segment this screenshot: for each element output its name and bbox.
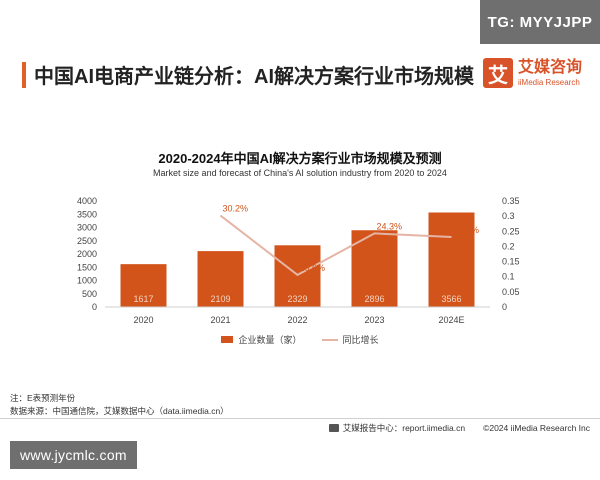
line-series: 30.2% 10.6% 24.3% 23.1% (219, 204, 480, 277)
brand-name-cn: 艾媒咨询 (517, 58, 582, 76)
bar-value-label: 2896 (364, 294, 384, 304)
legend-item-bars: 企业数量（家） (221, 333, 302, 346)
category-tick-label: 2024E (438, 315, 464, 325)
category-tick-label: 2021 (210, 315, 230, 325)
growth-line (219, 214, 452, 277)
right-axis-tick-label: 0.15 (502, 257, 520, 267)
legend-item-line: 同比增长 (321, 333, 379, 346)
note-source: 数据来源：中国通信院，艾媒数据中心（data.iimedia.cn） (10, 406, 229, 416)
line-value-label: 10.6% (300, 263, 326, 273)
right-axis-tick-label: 0.2 (502, 241, 515, 251)
right-axis-tick-label: 0.1 (502, 272, 515, 282)
note-forecast: 注：E表预测年份 (10, 393, 76, 403)
category-tick-label: 2020 (133, 315, 153, 325)
right-axis-tick-label: 0.05 (502, 287, 520, 297)
bar-value-label: 2329 (287, 294, 307, 304)
footer-copyright: ©2024 iiMedia Research Inc (483, 423, 590, 433)
bar-value-label: 3566 (441, 294, 461, 304)
chart-title: 2020-2024年中国AI解决方案行业市场规模及预测 (158, 151, 442, 166)
legend-bar-label: 企业数量（家） (238, 335, 302, 345)
headline-accent-bar (22, 62, 26, 88)
left-axis-tick-label: 2000 (77, 249, 97, 259)
left-axis-tick-label: 500 (82, 289, 97, 299)
left-axis-tick-label: 3000 (77, 223, 97, 233)
chart-subtitle: Market size and forecast of China's AI s… (153, 168, 447, 178)
left-axis-tick-label: 4000 (77, 196, 97, 206)
legend-line-swatch (321, 338, 338, 341)
category-tick-label: 2022 (287, 315, 307, 325)
bar (197, 251, 244, 307)
bar (120, 264, 167, 307)
legend-line-label: 同比增长 (342, 335, 379, 345)
bar (274, 245, 321, 307)
brand-logo-block: 艾 艾媒咨询 iiMedia Research (482, 58, 582, 88)
bar-value-label: 1617 (133, 294, 153, 304)
site-watermark: www.jycmlc.com (10, 441, 137, 469)
bar (428, 212, 475, 307)
chart-legend: 企业数量（家） 同比增长 (0, 333, 600, 346)
right-axis-tick-label: 0.35 (502, 196, 520, 206)
brand-logo-icon: 艾 (482, 58, 513, 88)
bar (351, 230, 398, 307)
category-axis: 2020 2021 2022 2023 2024E (105, 306, 490, 325)
brand-text: 艾媒咨询 iiMedia Research (518, 59, 582, 88)
left-axis-tick-label: 1500 (77, 262, 97, 272)
left-axis-tick-label: 0 (92, 302, 97, 312)
left-axis: 0 500 1000 1500 2000 2500 3000 3500 4000 (77, 196, 97, 312)
line-value-label: 24.3% (377, 221, 403, 231)
brand-name-en: iiMedia Research (517, 77, 580, 87)
right-axis-tick-label: 0 (502, 302, 507, 312)
left-axis-tick-label: 1000 (77, 276, 97, 286)
right-axis-tick-label: 0.3 (502, 211, 515, 221)
footer-source-line: 艾媒报告中心：report.iimedia.cn (342, 423, 466, 433)
bar-series: 1617 2109 2329 2896 3566 (120, 212, 475, 307)
telegram-watermark: TG: MYYJJPP (480, 0, 600, 44)
report-icon (328, 424, 339, 432)
legend-bar-swatch (221, 336, 234, 343)
bar-value-label: 2109 (210, 294, 230, 304)
line-value-label: 23.1% (454, 225, 480, 235)
page-headline: 中国AI电商产业链分析：AI解决方案行业市场规模 (34, 66, 474, 88)
left-axis-tick-label: 3500 (77, 209, 97, 219)
footer-divider (0, 418, 600, 419)
right-axis: 0 0.05 0.1 0.15 0.2 0.25 0.3 0.35 (502, 196, 520, 312)
left-axis-tick-label: 2500 (77, 236, 97, 246)
combo-chart: 0 500 1000 1500 2000 2500 3000 3500 4000 0 0.05 0.… (77, 196, 520, 325)
category-tick-label: 2023 (364, 315, 384, 325)
right-axis-tick-label: 0.25 (502, 226, 520, 236)
footer-source: 艾媒报告中心：report.iimedia.cn ©2024 iiMedia R… (328, 422, 590, 434)
line-value-label: 30.2% (223, 204, 249, 214)
